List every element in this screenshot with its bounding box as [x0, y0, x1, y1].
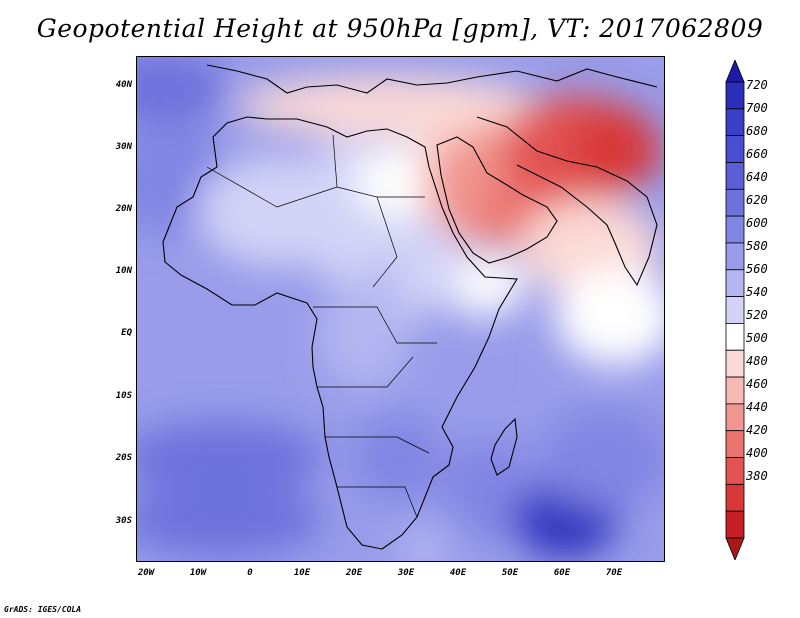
- field-region-mascarene-core: [529, 519, 601, 557]
- y-tick-40n: 40N: [115, 80, 132, 90]
- y-tick-30n: 30N: [115, 142, 132, 152]
- x-tick-10w: 10W: [189, 568, 207, 578]
- colorbar-cell: [725, 376, 745, 405]
- colorbar-label: 540: [746, 285, 768, 299]
- colorbar-cell: [725, 430, 745, 458]
- field-region-south-atlantic-band: [137, 421, 324, 496]
- coastlines: [162, 64, 658, 550]
- field-region-atlantic-high: [137, 57, 228, 125]
- x-tick-20w: 20W: [137, 568, 155, 578]
- colorbar-cell: [725, 323, 745, 351]
- colorbar-label: 580: [746, 239, 768, 253]
- colorbar-cell: [725, 188, 745, 217]
- chart-title: Geopotential Height at 950hPa [gpm], VT:…: [36, 14, 764, 43]
- iran-india-coastline: [476, 116, 658, 287]
- map-field: [137, 57, 664, 561]
- field-region-horn-of-africa: [454, 254, 525, 317]
- colorbar-label: 600: [746, 216, 768, 230]
- x-tick-10e: 10E: [293, 568, 311, 578]
- colorbar-cell: [725, 537, 745, 560]
- colorbar-label: 720: [746, 78, 768, 92]
- colorbar-label: 400: [746, 446, 768, 460]
- colorbar-cell: [725, 242, 745, 271]
- colorbar-cell: [725, 457, 745, 485]
- colorbar-cell: [725, 60, 745, 83]
- colorbar-label: 560: [746, 262, 768, 276]
- madagascar-coastline: [490, 417, 518, 476]
- colorbar-cell: [725, 483, 745, 512]
- x-tick-0: 0: [247, 568, 253, 578]
- y-tick-10n: 10N: [115, 266, 132, 276]
- colorbar-label: 680: [746, 124, 768, 138]
- colorbar-label: 380: [746, 469, 768, 483]
- colorbar-label: 700: [746, 101, 768, 115]
- x-tick-30e: 30E: [397, 568, 415, 578]
- colorbar-label: 620: [746, 193, 768, 207]
- colorbar-label: 640: [746, 170, 768, 184]
- colorbar-label: 420: [746, 423, 768, 437]
- y-tick-eq: EQ: [121, 328, 132, 338]
- x-tick-70e: 70E: [605, 568, 623, 578]
- colorbar-cell: [725, 403, 745, 432]
- arabia-coastline: [436, 136, 558, 264]
- colorbar-cell: [725, 135, 745, 163]
- field-region-south-indian-ocean: [540, 408, 664, 508]
- y-tick-20n: 20N: [115, 204, 132, 214]
- colorbar-label: 460: [746, 377, 768, 391]
- colorbar-cell: [725, 108, 745, 137]
- colorbar-cell: [725, 510, 745, 539]
- africa-coastline: [162, 116, 518, 550]
- colorbar-cell: [725, 162, 745, 190]
- y-tick-10s: 10S: [115, 391, 132, 401]
- x-tick-40e: 40E: [449, 568, 467, 578]
- colorbar-cell: [725, 349, 745, 378]
- y-tick-20s: 20S: [115, 453, 132, 463]
- colorbar-label: 480: [746, 354, 768, 368]
- x-tick-50e: 50E: [501, 568, 519, 578]
- colorbar-cell: [725, 215, 745, 244]
- colorbar-cell: [725, 81, 745, 110]
- country-borders: [206, 134, 437, 518]
- field-region-southern-africa: [353, 414, 445, 502]
- field-region-thar-low: [570, 106, 661, 193]
- colorbar-cell: [725, 269, 745, 297]
- field-region-agulhas-gap: [398, 525, 450, 561]
- colorbar-label: 660: [746, 147, 768, 161]
- field-region-south-atlantic-high: [137, 482, 324, 557]
- field-region-congo-basin: [318, 279, 410, 391]
- y-tick-30s: 30S: [115, 516, 132, 526]
- colorbar-cell: [725, 296, 745, 324]
- colorbar-label: 440: [746, 400, 768, 414]
- map-panel: [136, 56, 665, 562]
- colorbar-label: 500: [746, 331, 768, 345]
- x-tick-20e: 20E: [345, 568, 363, 578]
- europe-coastline: [206, 64, 658, 94]
- x-tick-60e: 60E: [553, 568, 571, 578]
- colorbar: [725, 60, 745, 560]
- grads-credit: GrADS: IGES/COLA: [4, 605, 82, 614]
- colorbar-label: 520: [746, 308, 768, 322]
- field-region-indian-ocean-north: [555, 266, 664, 366]
- field-region-east-africa-plateau: [404, 303, 475, 428]
